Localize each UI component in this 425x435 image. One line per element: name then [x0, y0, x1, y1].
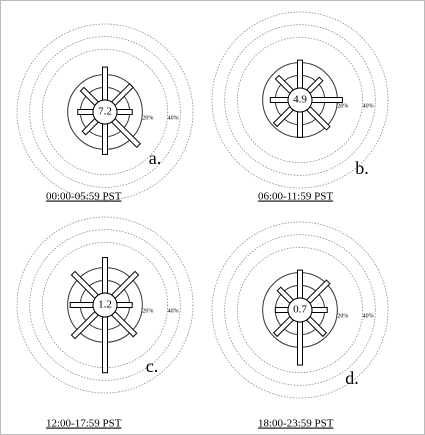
wind-bar	[297, 321, 303, 366]
calm-circle	[287, 87, 313, 113]
wind-bar	[269, 97, 289, 103]
calm-value: 7.2	[98, 106, 112, 118]
calm-value: 4.9	[293, 94, 307, 106]
wind-bar	[77, 109, 94, 115]
wind-bar	[102, 66, 108, 101]
ring-label: 40%	[363, 313, 374, 319]
ring	[16, 23, 194, 201]
ring	[16, 216, 194, 394]
ring-label: 40%	[363, 103, 374, 109]
wind-bar	[102, 257, 108, 294]
ring	[211, 11, 389, 189]
wind-bar	[274, 307, 289, 313]
wind-bar	[116, 109, 133, 115]
ring-label: 20%	[337, 313, 348, 319]
panel-label: d.	[345, 368, 359, 388]
calm-circle	[287, 297, 313, 323]
wind-bar	[102, 123, 108, 155]
ring	[41, 241, 169, 369]
calm-value: 1.2	[98, 299, 112, 311]
caption: 00:00-05:59 PST	[46, 191, 122, 203]
caption: 06:00-11:59 PST	[258, 191, 333, 203]
ring-label: 20%	[337, 103, 348, 109]
wind-bar	[297, 111, 303, 138]
ring	[29, 36, 181, 188]
ring-label: 20%	[142, 115, 153, 121]
ring-label: 40%	[168, 115, 179, 121]
wind-bar	[297, 59, 303, 89]
ring-label: 20%	[142, 308, 153, 314]
caption: 12:00-17:59 PST	[46, 418, 122, 430]
caption: 18:00-23:59 PST	[258, 418, 334, 430]
wind-bar	[69, 302, 94, 308]
ring	[211, 221, 389, 399]
ring	[29, 229, 181, 381]
calm-circle	[92, 292, 118, 318]
wind-bar	[311, 97, 343, 103]
ring-label: 40%	[168, 308, 179, 314]
wind-bar	[116, 302, 133, 308]
calm-value: 0.7	[293, 304, 307, 316]
wind-bar	[102, 316, 108, 374]
panel-label: a.	[149, 148, 162, 168]
wind-bar	[311, 307, 328, 313]
ring	[41, 48, 169, 176]
ring	[224, 234, 376, 386]
panel-label: c.	[146, 356, 159, 376]
ring	[224, 24, 376, 176]
ring	[236, 36, 364, 164]
panel-label: b.	[355, 158, 369, 178]
wind-bar	[297, 269, 303, 299]
calm-circle	[92, 99, 118, 125]
ring	[236, 246, 364, 374]
